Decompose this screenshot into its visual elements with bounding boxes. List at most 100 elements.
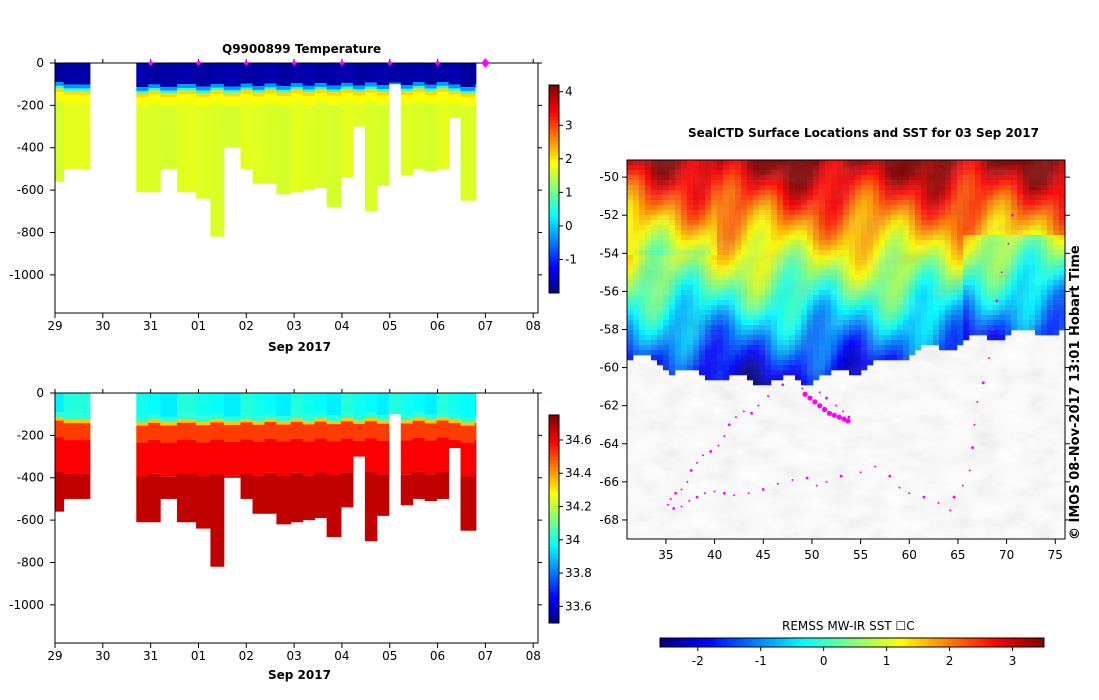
section-cell (474, 63, 477, 85)
section-cell (460, 106, 476, 201)
map-title: SealCTD Surface Locations and SST for 03… (688, 126, 1039, 140)
sst-colorbar-segment (880, 638, 887, 647)
section-cell (340, 86, 354, 90)
section-cell (252, 96, 265, 106)
colorbar-segment (549, 216, 559, 221)
track-point (847, 415, 851, 419)
section-cell (63, 84, 91, 89)
section-cell (376, 393, 390, 416)
sst-colorbar-segment (967, 638, 973, 647)
section-cell (148, 84, 161, 89)
colorbar-segment (549, 449, 559, 454)
track-point (686, 480, 689, 483)
section-cell (252, 421, 265, 425)
section-cell (424, 103, 438, 172)
section-cell (460, 93, 476, 98)
track-point (703, 492, 706, 495)
sst-colorbar-segment (712, 638, 719, 647)
map-y-tick-label: -50 (599, 170, 619, 184)
section-cell (264, 93, 277, 103)
section-cell (436, 393, 450, 413)
section-cell (340, 472, 354, 508)
section-cell (460, 422, 476, 426)
map-y-tick-label: -52 (599, 208, 619, 222)
sst-colorbar-segment (986, 638, 992, 647)
section-cell (448, 63, 462, 85)
section-cell (210, 63, 225, 84)
surface-location-marker (836, 414, 842, 420)
section-cell (340, 421, 354, 439)
profile-marker (148, 60, 154, 66)
colorbar-segment (549, 254, 559, 259)
colorbar-segment (549, 480, 559, 485)
sst-colorbar-segment (919, 638, 925, 647)
section-cell (364, 472, 378, 542)
section-cell (412, 88, 426, 93)
section-cell (276, 92, 292, 97)
y-tick-label: 0 (36, 386, 44, 400)
section-cell (290, 102, 304, 193)
section-cell (196, 90, 211, 94)
colorbar-segment (549, 467, 559, 471)
colorbar-tick-label: 33.6 (565, 599, 592, 613)
section-cell (240, 83, 254, 88)
sst-colorbar-segment (799, 638, 805, 647)
map-y-tick-label: -56 (599, 284, 619, 298)
colorbar-segment (549, 202, 559, 207)
map-x-tick-label: 40 (707, 548, 722, 562)
colorbar-segment (549, 133, 559, 138)
section-cell (302, 85, 316, 90)
track-point (995, 299, 999, 303)
section-cell (63, 419, 91, 424)
track-point (1000, 271, 1003, 274)
section-cell (388, 393, 402, 413)
colorbar-frame (548, 414, 560, 624)
section-cell (196, 422, 211, 426)
sst-colorbar-segment (693, 638, 699, 647)
sst-colorbar-segment (804, 638, 810, 647)
section-cell (340, 418, 354, 422)
map-x-tick-label: 75 (1048, 548, 1063, 562)
section-cell (223, 421, 242, 425)
colorbar-segment (549, 265, 559, 270)
x-tick-label: 05 (382, 319, 397, 333)
colorbar-segment (549, 605, 559, 610)
map-y-tick-label: -62 (599, 399, 619, 413)
colorbar-tick-label: 34.2 (565, 500, 592, 514)
section-cell (63, 63, 91, 85)
section-cell (376, 420, 390, 424)
profile-marker (339, 60, 345, 66)
section-cell (290, 63, 304, 84)
section-cell (400, 423, 414, 441)
section-cell (314, 438, 328, 473)
colorbar-segment (549, 275, 559, 280)
section-cell (136, 93, 149, 98)
colorbar-segment (549, 282, 559, 287)
section-cell (302, 104, 316, 191)
section-cell (314, 89, 328, 94)
colorbar-segment (549, 602, 559, 607)
track-point (839, 474, 843, 478)
sst-colorbar-segment (775, 638, 781, 647)
colorbar-segment (549, 119, 559, 124)
section-cell (412, 92, 426, 102)
section-cell (55, 417, 65, 421)
track-point (859, 471, 862, 474)
section-cell (352, 85, 366, 90)
track-point (908, 492, 911, 495)
colorbar-segment (549, 150, 559, 155)
sst-colorbar-segment (780, 638, 786, 647)
section-cell (326, 92, 342, 96)
section-cell (388, 412, 402, 415)
colorbar-segment (549, 178, 559, 183)
map-y-tick-label: -60 (599, 361, 619, 375)
track-point (717, 444, 720, 447)
track-point (701, 454, 704, 457)
colorbar-segment (549, 244, 559, 249)
sst-colorbar-segment (900, 638, 906, 647)
sst-colorbar-segment (957, 638, 963, 647)
section-cell (474, 393, 477, 415)
section-cell (474, 473, 477, 531)
track-point (727, 423, 731, 427)
sst-colorbar-segment (784, 638, 791, 647)
